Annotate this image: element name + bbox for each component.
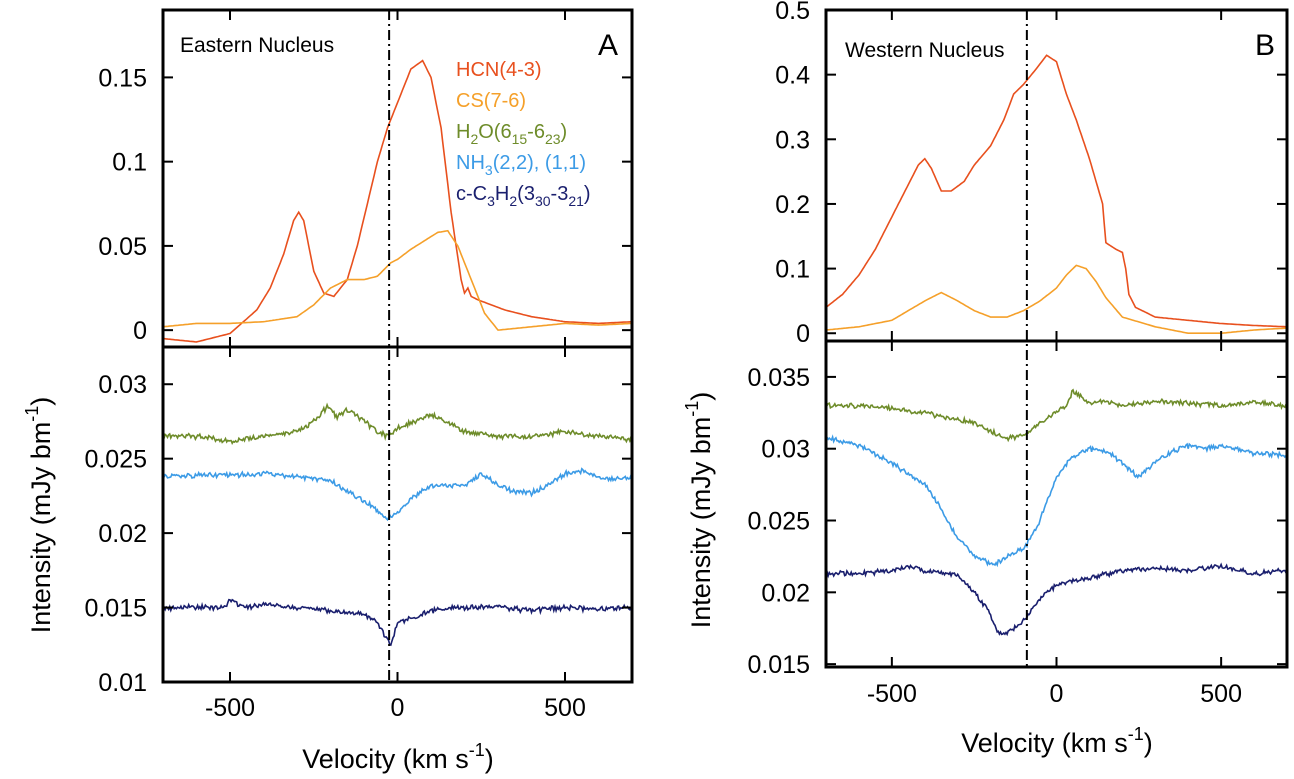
legend-nh3-sub: 3 xyxy=(485,162,493,178)
series-c3h2-line xyxy=(826,562,1287,637)
panel-a-bottom-series xyxy=(163,402,632,647)
legend-entry-hcn: HCN(4-3) xyxy=(456,59,542,81)
y-tick-label: 0.025 xyxy=(747,508,810,536)
y-tick-label: 0.025 xyxy=(84,446,147,474)
series-cs-line xyxy=(163,229,632,331)
legend-entry-c3h2: c-C3H2(330-321) xyxy=(456,183,591,209)
y-tick-label: 0.5 xyxy=(775,0,810,25)
legend-c3h2-part: (3 xyxy=(517,183,535,205)
panel-b: 0 0.1 0.2 0.3 0.4 0.5 0.015 0.02 0.025 0.03 0.035… xyxy=(682,0,1289,758)
series-nh3-line xyxy=(826,434,1287,568)
y-tick-label: 0.01 xyxy=(98,669,147,697)
legend-h2o-part: ) xyxy=(561,121,568,143)
y-tick-label: 0 xyxy=(796,320,810,348)
x-tick-label: 500 xyxy=(1200,680,1242,708)
legend-c3h2-part: ) xyxy=(584,183,591,205)
legend-nh3-part: NH xyxy=(456,152,485,174)
legend-h2o-part: -6 xyxy=(527,121,545,143)
panel-a-top-y-ticks: 0 0.05 0.1 0.15 xyxy=(98,64,632,345)
panel-b-top-y-ticks: 0 0.1 0.2 0.3 0.4 0.5 xyxy=(775,0,1287,348)
x-tick-label: -500 xyxy=(205,694,255,722)
x-tick-label: -500 xyxy=(867,680,917,708)
series-hcn-line xyxy=(163,59,632,343)
panel-a-bottom-frame xyxy=(161,345,634,684)
y-tick-label: 0.3 xyxy=(775,126,810,154)
legend: HCN(4-3) CS(7-6) H2O(615-623) NH3(2,2), … xyxy=(456,59,591,209)
y-tick-label: 0.15 xyxy=(98,64,147,92)
panel-b-top-series xyxy=(826,54,1287,334)
y-tick-label: 0.03 xyxy=(98,371,147,399)
legend-h2o-sub: 23 xyxy=(545,131,561,147)
legend-h2o-sub: 2 xyxy=(470,131,478,147)
legend-c3h2-part: H xyxy=(495,183,509,205)
legend-entry-cs: CS(7-6) xyxy=(456,90,526,112)
series-h2o-line xyxy=(163,402,632,445)
panel-b-x-axis-label: Velocity (km s-1) xyxy=(961,724,1153,758)
panel-b-bottom-frame xyxy=(824,339,1289,669)
legend-h2o-sub: 15 xyxy=(512,131,528,147)
panel-a-top-frame xyxy=(161,8,634,349)
y-tick-label: 0.1 xyxy=(775,256,810,284)
y-tick-label: 0.2 xyxy=(775,191,810,219)
y-tick-label: 0.02 xyxy=(98,520,147,548)
y-tick-label: 0.1 xyxy=(112,149,147,177)
legend-h2o-part: O(6 xyxy=(478,121,511,143)
panel-a-x-ticks: -500 0 500 xyxy=(205,10,586,722)
series-hcn-line xyxy=(826,54,1287,328)
panel-a-top-series xyxy=(163,59,632,343)
panel-b-bottom-series xyxy=(826,388,1287,637)
legend-cs-text: CS(7-6) xyxy=(456,90,526,112)
panel-a-y-axis-label: Intensity (mJy bm-1) xyxy=(22,397,56,634)
y-tick-label: 0.4 xyxy=(775,62,810,90)
panel-b-annotation: Western Nucleus xyxy=(845,39,1005,62)
legend-c3h2-part: -3 xyxy=(551,183,569,205)
y-tick-label: 0.03 xyxy=(761,436,810,464)
y-tick-label: 0.035 xyxy=(747,364,810,392)
legend-c3h2-sub: 21 xyxy=(568,193,584,209)
legend-c3h2-sub: 3 xyxy=(487,193,495,209)
legend-nh3-part: (2,2), (1,1) xyxy=(493,152,586,174)
panel-a-x-axis-label: Velocity (km s-1) xyxy=(302,740,494,774)
series-c3h2-line xyxy=(163,598,632,647)
x-tick-label: 500 xyxy=(544,694,586,722)
panel-a-bottom-y-ticks: 0.01 0.015 0.02 0.025 0.03 xyxy=(84,371,632,697)
legend-c3h2-sub: 30 xyxy=(535,193,551,209)
legend-hcn-text: HCN(4-3) xyxy=(456,59,542,81)
y-tick-label: 0.015 xyxy=(747,651,810,679)
y-tick-label: 0.05 xyxy=(98,233,147,261)
x-tick-label: 0 xyxy=(1050,680,1064,708)
panel-a-letter: A xyxy=(598,29,618,62)
panel-b-letter: B xyxy=(1255,29,1275,62)
y-tick-label: 0 xyxy=(133,317,147,345)
y-tick-label: 0.015 xyxy=(84,595,147,623)
panel-a-annotation: Eastern Nucleus xyxy=(180,34,334,57)
series-nh3-line xyxy=(163,467,632,522)
series-cs-line xyxy=(826,264,1287,334)
legend-c3h2-sub: 2 xyxy=(509,193,517,209)
panel-b-x-ticks: -500 0 500 xyxy=(867,10,1242,708)
y-tick-label: 0.02 xyxy=(761,579,810,607)
series-h2o-line xyxy=(826,388,1287,443)
legend-entry-h2o: H2O(615-623) xyxy=(456,121,567,147)
panel-b-y-axis-label: Intensity (mJy bm-1) xyxy=(682,392,716,629)
legend-entry-nh3: NH3(2,2), (1,1) xyxy=(456,152,586,178)
x-tick-label: 0 xyxy=(391,694,405,722)
panel-b-bottom-y-ticks: 0.015 0.02 0.025 0.03 0.035 xyxy=(747,364,1287,679)
legend-h2o-part: H xyxy=(456,121,470,143)
panel-a: 0 0.05 0.1 0.15 0.01 0.015 0.02 0.025 0.03 -500… xyxy=(22,8,634,774)
legend-c3h2-part: c-C xyxy=(456,183,487,205)
